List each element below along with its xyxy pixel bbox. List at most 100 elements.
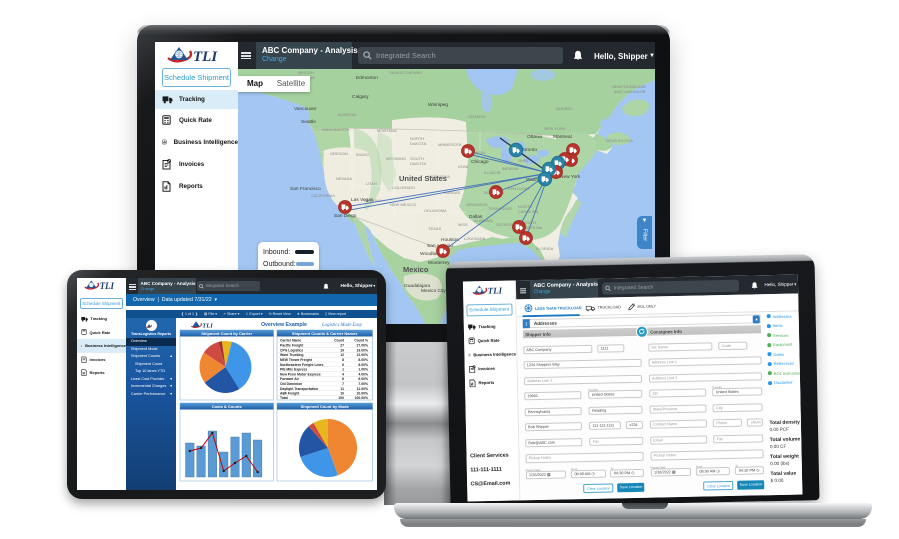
- svg-text:TLI: TLI: [202, 322, 213, 329]
- svg-text:10.00%: 10.00%: [357, 392, 369, 396]
- svg-text:New York: New York: [560, 174, 581, 180]
- svg-text:Shipment Count by Carrier: Shipment Count by Carrier: [201, 331, 252, 336]
- svg-text:6: 6: [342, 377, 344, 381]
- svg-text:Montreal: Montreal: [553, 134, 572, 140]
- svg-text:IDAHO: IDAHO: [356, 152, 369, 157]
- svg-text:Ward Trucking: Ward Trucking: [280, 353, 303, 357]
- svg-text:Count %: Count %: [354, 339, 368, 343]
- svg-text:IOWA: IOWA: [458, 164, 469, 169]
- svg-text:NORTH: NORTH: [518, 204, 532, 209]
- svg-text:OHIO: OHIO: [518, 158, 528, 163]
- svg-text:Monterrey: Monterrey: [428, 260, 450, 266]
- svg-text:1: 1: [342, 368, 344, 372]
- svg-text:Chicago: Chicago: [471, 159, 489, 165]
- svg-text:Northeastern Freight Lines: Northeastern Freight Lines: [280, 363, 323, 367]
- svg-text:Las Vegas: Las Vegas: [351, 197, 374, 203]
- svg-text:Old Dominion: Old Dominion: [280, 382, 302, 386]
- svg-text:Calgary: Calgary: [352, 94, 369, 100]
- svg-text:Forward Air: Forward Air: [280, 377, 300, 381]
- svg-text:Winnipeg: Winnipeg: [428, 102, 448, 108]
- svg-text:Toronto: Toronto: [521, 147, 537, 153]
- svg-text:PIE Mile Express: PIE Mile Express: [280, 368, 307, 372]
- svg-text:Pacific Freight: Pacific Freight: [280, 344, 304, 348]
- svg-text:11: 11: [340, 387, 344, 391]
- svg-text:UTAH: UTAH: [366, 181, 377, 186]
- svg-text:1.00%: 1.00%: [358, 368, 368, 372]
- svg-text:QUEBEC: QUEBEC: [556, 106, 573, 111]
- svg-text:United States: United States: [399, 174, 447, 183]
- svg-text:NEW YORK: NEW YORK: [544, 126, 566, 131]
- svg-text:KENTUCKY: KENTUCKY: [508, 186, 530, 191]
- svg-text:OKLAHOMA: OKLAHOMA: [424, 208, 447, 213]
- svg-text:San Diego: San Diego: [334, 213, 357, 219]
- svg-text:8: 8: [342, 358, 344, 362]
- svg-text:Ottawa: Ottawa: [527, 134, 543, 140]
- svg-text:4: 4: [342, 372, 344, 376]
- svg-text:ONTARIO: ONTARIO: [468, 114, 486, 119]
- svg-text:ALBERTA: ALBERTA: [338, 112, 356, 117]
- svg-text:KANSAS: KANSAS: [444, 190, 461, 195]
- svg-text:Shipment Count by Mode: Shipment Count by Mode: [301, 404, 350, 409]
- svg-text:Houston: Houston: [441, 237, 459, 243]
- svg-text:19: 19: [340, 348, 344, 352]
- svg-text:Mexico: Mexico: [403, 265, 429, 274]
- svg-text:Guadalajara: Guadalajara: [404, 283, 430, 289]
- svg-text:DAKOTA: DAKOTA: [410, 161, 426, 166]
- svg-text:7: 7: [342, 382, 344, 386]
- svg-text:ARKANSAS: ARKANSAS: [466, 202, 488, 207]
- svg-text:CAROLINA: CAROLINA: [518, 209, 539, 214]
- svg-text:19.00%: 19.00%: [357, 348, 369, 352]
- svg-text:INDIANA: INDIANA: [502, 166, 519, 171]
- svg-text:SASKATCHEWAN: SASKATCHEWAN: [389, 70, 422, 75]
- svg-text:10: 10: [340, 392, 344, 396]
- svg-text:Carrier Name: Carrier Name: [280, 339, 301, 343]
- svg-text:Count: Count: [334, 339, 345, 343]
- svg-text:6.00%: 6.00%: [358, 377, 368, 381]
- svg-text:OREGON: OREGON: [330, 151, 348, 156]
- svg-text:WYOMING: WYOMING: [386, 156, 406, 161]
- svg-text:4.00%: 4.00%: [358, 372, 368, 376]
- svg-text:AND LABRADOR: AND LABRADOR: [614, 89, 646, 94]
- svg-text:New Penn Motor Express: New Penn Motor Express: [280, 372, 321, 376]
- svg-text:100.00%: 100.00%: [355, 396, 368, 400]
- svg-text:BRITISH: BRITISH: [298, 70, 314, 75]
- svg-text:12.00%: 12.00%: [357, 353, 369, 357]
- svg-text:SOUTH: SOUTH: [410, 156, 424, 161]
- svg-text:ARIZONA: ARIZONA: [364, 198, 382, 203]
- svg-text:MINNESOTA: MINNESOTA: [438, 142, 462, 147]
- svg-text:Dallas: Dallas: [469, 214, 483, 220]
- svg-text:11.00%: 11.00%: [357, 387, 368, 391]
- svg-text:Total: Total: [280, 396, 288, 400]
- svg-text:COLORADO: COLORADO: [392, 185, 415, 190]
- svg-text:CAROLINA: CAROLINA: [522, 225, 543, 230]
- svg-text:Daylight Transportation: Daylight Transportation: [280, 387, 318, 391]
- svg-text:DAKOTA: DAKOTA: [410, 141, 426, 146]
- svg-text:Shipment Counts & Carrier Name: Shipment Counts & Carrier Names: [292, 331, 358, 336]
- svg-text:FLORIDA: FLORIDA: [536, 246, 554, 251]
- svg-text:TLI: TLI: [193, 49, 218, 65]
- svg-text:NEW MEXICO: NEW MEXICO: [390, 202, 416, 207]
- svg-text:Seattle: Seattle: [301, 119, 316, 125]
- svg-text:100: 100: [338, 396, 344, 400]
- svg-text:Edmonton: Edmonton: [356, 75, 378, 81]
- svg-text:NEVADA: NEVADA: [336, 176, 352, 181]
- svg-text:NEWFOUNDLAND: NEWFOUNDLAND: [612, 84, 646, 89]
- svg-text:Woodlands: Woodlands: [420, 251, 445, 257]
- svg-text:ABF Freight: ABF Freight: [280, 392, 300, 396]
- svg-text:ALABAMA: ALABAMA: [474, 218, 493, 223]
- svg-text:TEXAS: TEXAS: [428, 226, 441, 231]
- svg-text:Vancouver: Vancouver: [294, 106, 317, 112]
- svg-text:SOUTH: SOUTH: [522, 220, 536, 225]
- svg-text:NEBRASKA: NEBRASKA: [428, 174, 450, 179]
- svg-text:6.00%: 6.00%: [358, 363, 368, 367]
- svg-text:Mexico City: Mexico City: [421, 288, 446, 294]
- svg-text:NORTH: NORTH: [410, 136, 424, 141]
- svg-text:NOVA SCOTIA: NOVA SCOTIA: [606, 138, 633, 143]
- svg-text:CALIFORNIA: CALIFORNIA: [311, 193, 335, 198]
- svg-text:TLI: TLI: [487, 285, 502, 295]
- svg-text:GEORGIA: GEORGIA: [496, 222, 515, 227]
- svg-text:27.00%: 27.00%: [357, 344, 369, 348]
- svg-text:6: 6: [342, 363, 344, 367]
- svg-text:NEW Thewe Freight: NEW Thewe Freight: [280, 358, 313, 362]
- svg-text:LOUISIANA: LOUISIANA: [464, 236, 486, 241]
